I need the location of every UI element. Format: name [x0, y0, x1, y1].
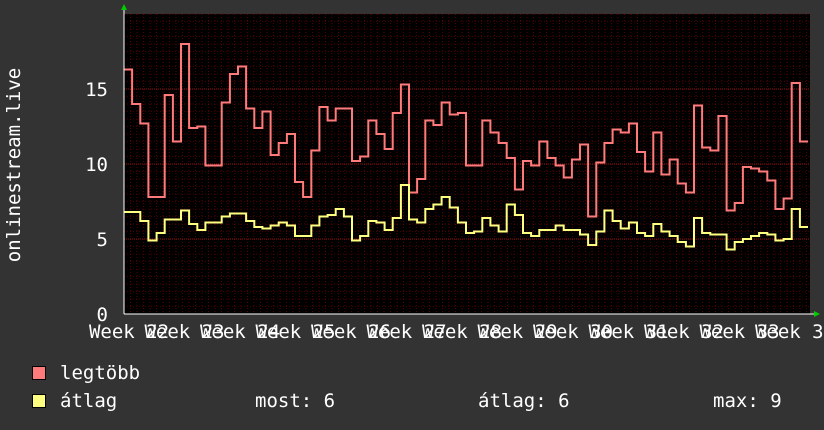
x-tick-label: Week 26 — [311, 321, 391, 340]
series-line-legtobb — [124, 43, 808, 218]
series-line-atlag — [124, 184, 808, 251]
y-axis-title: onlinestream.live — [3, 67, 25, 263]
x-axis-arrow — [814, 311, 820, 317]
y-tick-label: 0 — [97, 304, 108, 326]
legend-max: legtöbb — [32, 362, 140, 384]
x-tick-label: Week 32 — [644, 321, 724, 340]
legend-max-swatch — [32, 366, 46, 380]
stat-max: max: 9 — [713, 390, 782, 412]
legend-avg-swatch — [32, 394, 46, 408]
x-tick-label: Week 27 — [366, 321, 446, 340]
y-tick-label: 15 — [85, 79, 108, 101]
x-tick-label: Week 34 — [755, 321, 824, 340]
x-tick-label: Week 28 — [422, 321, 502, 340]
x-tick-label: Week 31 — [588, 321, 668, 340]
x-tick-label: Week 30 — [533, 321, 613, 340]
y-tick-label: 5 — [97, 229, 108, 251]
y-tick-label: 10 — [85, 154, 108, 176]
x-tick-label: Week 29 — [477, 321, 557, 340]
legend-max-label: legtöbb — [60, 362, 141, 384]
y-axis-arrow — [121, 4, 127, 10]
x-tick-label: Week 22 — [89, 321, 169, 340]
legend-avg-label: átlag — [60, 390, 118, 412]
legend-avg: átlag — [32, 390, 117, 412]
x-tick-label: Week 33 — [699, 321, 779, 340]
x-tick-label: Week 24 — [200, 321, 280, 340]
stat-avg: átlag: 6 — [478, 390, 570, 412]
x-tick-label: Week 23 — [144, 321, 224, 340]
stat-now: most: 6 — [255, 390, 336, 412]
x-tick-label: Week 25 — [255, 321, 335, 340]
